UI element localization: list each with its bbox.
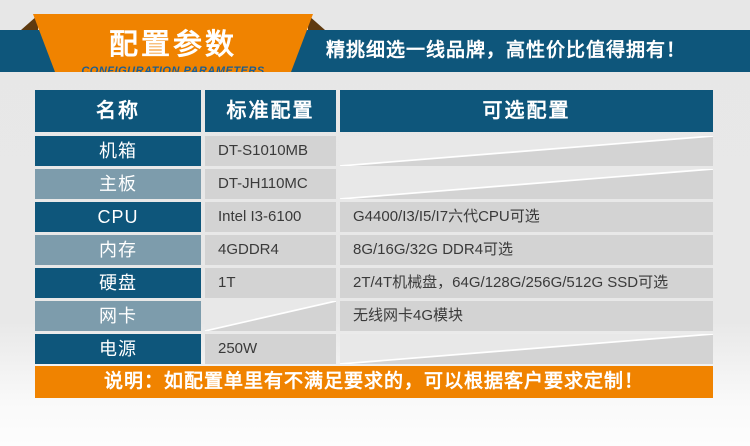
table-row-power: 电源 250W: [35, 334, 713, 364]
row-label: 网卡: [35, 301, 201, 331]
row-label: 机箱: [35, 136, 201, 166]
standard-value: Intel I3-6100: [205, 202, 336, 232]
table-row-memory: 内存 4GDDR4 8G/16G/32G DDR4可选: [35, 235, 713, 265]
standard-value: 1T: [205, 268, 336, 298]
standard-value: 4GDDR4: [205, 235, 336, 265]
table-header-row: 名称 标准配置 可选配置: [35, 90, 713, 132]
empty-cell-slash-icon: [340, 136, 713, 166]
row-label: 主板: [35, 169, 201, 199]
config-table: 名称 标准配置 可选配置 机箱 DT-S1010MB 主板 DT-JH110MC…: [35, 90, 713, 367]
optional-value: 8G/16G/32G DDR4可选: [340, 235, 713, 265]
table-row-motherboard: 主板 DT-JH110MC: [35, 169, 713, 199]
table-row-chassis: 机箱 DT-S1010MB: [35, 136, 713, 166]
column-header-name: 名称: [35, 90, 201, 132]
standard-value: DT-S1010MB: [205, 136, 336, 166]
table-row-network-card: 网卡 无线网卡4G模块: [35, 301, 713, 331]
optional-value-empty: [340, 334, 713, 364]
row-label: 内存: [35, 235, 201, 265]
page-title: 配置参数: [108, 29, 237, 61]
page-subtitle: CONFIGURATION PARAMETERS: [81, 65, 265, 77]
optional-value: G4400/I3/I5/I7六代CPU可选: [340, 202, 713, 232]
promo-tagline: 精挑细选一线品牌，高性价比值得拥有！: [326, 40, 687, 61]
table-row-harddisk: 硬盘 1T 2T/4T机械盘，64G/128G/256G/512G SSD可选: [35, 268, 713, 298]
optional-value: 2T/4T机械盘，64G/128G/256G/512G SSD可选: [340, 268, 713, 298]
row-label: 电源: [35, 334, 201, 364]
row-label: 硬盘: [35, 268, 201, 298]
column-header-optional: 可选配置: [340, 90, 713, 132]
empty-cell-slash-icon: [340, 334, 713, 364]
row-label: CPU: [35, 202, 201, 232]
empty-cell-slash-icon: [340, 169, 713, 199]
footer-note-banner: 说明：如配置单里有不满足要求的，可以根据客户要求定制！: [35, 366, 713, 398]
optional-value-empty: [340, 169, 713, 199]
standard-value-empty: [205, 301, 336, 331]
table-row-cpu: CPU Intel I3-6100 G4400/I3/I5/I7六代CPU可选: [35, 202, 713, 232]
optional-value: 无线网卡4G模块: [340, 301, 713, 331]
optional-value-empty: [340, 136, 713, 166]
standard-value: 250W: [205, 334, 336, 364]
title-ribbon: 配置参数 CONFIGURATION PARAMETERS: [33, 14, 313, 72]
empty-cell-slash-icon: [205, 301, 336, 331]
standard-value: DT-JH110MC: [205, 169, 336, 199]
column-header-standard: 标准配置: [205, 90, 336, 132]
